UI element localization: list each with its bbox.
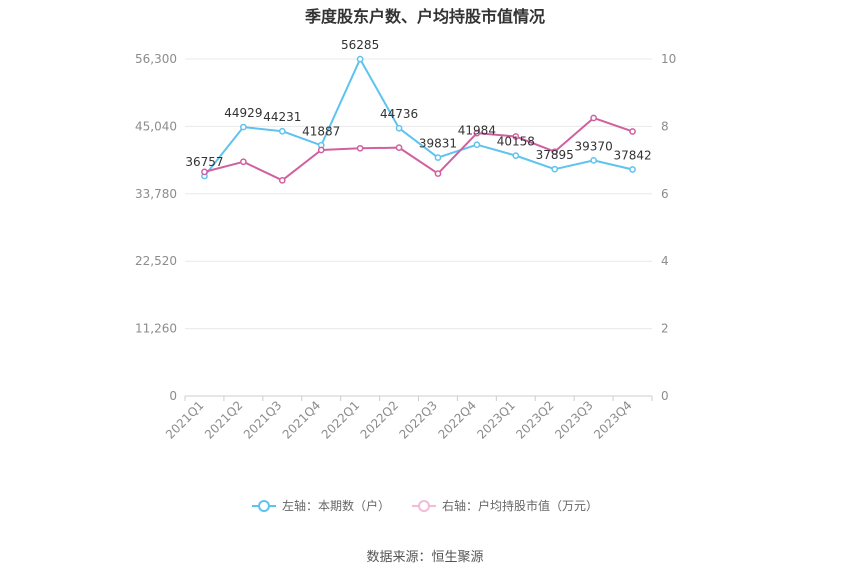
left-tick-label: 45,040 — [135, 119, 177, 133]
legend-item-right-series[interactable]: 右轴：户均持股市值（万元） — [412, 497, 598, 514]
data-label: 44929 — [224, 106, 262, 120]
legend-swatch-icon — [412, 498, 436, 514]
data-point-left — [240, 123, 247, 131]
right-tick-label: 6 — [661, 187, 669, 201]
data-point-left — [590, 156, 597, 164]
data-point-left — [278, 127, 286, 135]
data-point-left — [512, 152, 520, 159]
data-point-right — [590, 114, 597, 122]
series-line-right — [204, 116, 633, 182]
data-label: 40158 — [497, 135, 535, 149]
legend: 左轴：本期数（户） 右轴：户均持股市值（万元） — [0, 497, 850, 514]
x-axis-ticks: 2021Q12021Q22021Q32021Q42022Q12022Q22022… — [163, 396, 653, 442]
x-tick-label: 2023Q4 — [591, 398, 635, 442]
data-point-left — [629, 166, 636, 173]
data-source: 数据来源：恒生聚源 — [366, 550, 484, 565]
x-tick-label: 2021Q2 — [202, 398, 246, 442]
data-label: 37842 — [613, 148, 651, 162]
data-label: 36757 — [185, 155, 223, 169]
left-tick-label: 11,260 — [135, 322, 177, 336]
x-tick-label: 2021Q1 — [163, 398, 207, 442]
data-point-right — [512, 133, 520, 140]
legend-swatch-icon — [251, 498, 276, 514]
data-point-left — [434, 154, 442, 161]
data-point-right — [278, 176, 286, 184]
x-tick-label: 2021Q3 — [241, 398, 285, 442]
data-point-right — [356, 144, 364, 152]
left-tick-label: 0 — [169, 389, 177, 403]
chart-title: 季度股东户数、户均持股市值情况 — [304, 7, 545, 26]
data-label: 41984 — [458, 124, 496, 138]
data-point-right — [317, 146, 325, 154]
data-point-right — [240, 158, 247, 166]
x-tick-label: 2023Q2 — [513, 398, 557, 442]
x-tick-label: 2023Q3 — [552, 398, 596, 442]
left-axis-ticks: 0 11,260 22,520 33,780 45,040 56,300 — [135, 52, 177, 403]
data-point-right — [434, 170, 442, 177]
x-tick-label: 2022Q4 — [435, 398, 479, 442]
right-tick-label: 0 — [661, 389, 669, 403]
data-label: 44231 — [263, 110, 301, 124]
series-line-left — [203, 58, 633, 177]
series-layer — [201, 55, 636, 184]
x-tick-label: 2022Q1 — [319, 398, 363, 442]
right-tick-label: 10 — [661, 52, 676, 66]
right-tick-label: 8 — [661, 119, 669, 133]
left-tick-label: 33,780 — [135, 187, 177, 201]
data-label: 41887 — [302, 124, 340, 138]
x-tick-label: 2021Q4 — [280, 398, 324, 442]
data-label: 39831 — [419, 137, 457, 151]
data-label: 44736 — [380, 107, 418, 121]
data-label: 39370 — [575, 139, 613, 153]
data-point-right — [473, 129, 481, 137]
data-point-right — [395, 144, 403, 151]
left-tick-label: 56,300 — [135, 52, 177, 66]
data-point-right — [629, 128, 636, 135]
legend-label-left-series: 左轴：本期数（户） — [281, 499, 390, 513]
data-point-right — [551, 148, 559, 156]
right-tick-label: 2 — [661, 322, 669, 336]
right-axis-ticks: 0 2 4 6 8 10 — [661, 52, 676, 403]
right-tick-label: 4 — [661, 254, 669, 268]
data-point-left — [551, 165, 559, 173]
data-point-left — [356, 55, 364, 63]
left-tick-label: 22,520 — [135, 254, 177, 268]
x-tick-label: 2023Q1 — [474, 398, 518, 442]
x-tick-label: 2022Q2 — [358, 398, 402, 442]
data-point-right — [201, 168, 208, 176]
legend-label-right-series: 右轴：户均持股市值（万元） — [442, 499, 599, 513]
data-point-left — [395, 124, 403, 132]
data-point-left — [473, 141, 481, 149]
x-tick-label: 2022Q3 — [397, 398, 441, 442]
legend-item-left-series[interactable]: 左轴：本期数（户） — [251, 497, 390, 514]
data-label: 56285 — [341, 38, 379, 52]
data-label: 37895 — [536, 148, 574, 162]
